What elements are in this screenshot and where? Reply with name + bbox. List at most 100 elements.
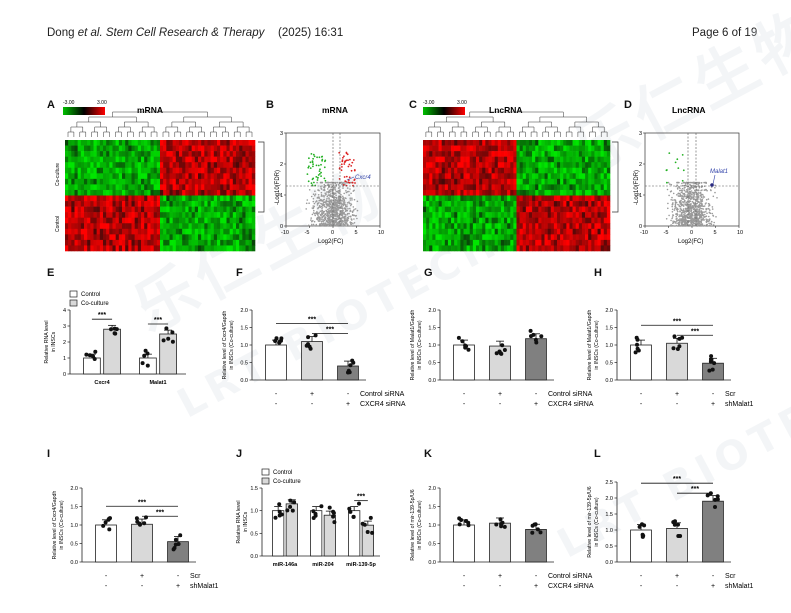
volcano-point — [324, 192, 327, 194]
heatmap-cell — [122, 140, 126, 146]
volcano-point — [696, 189, 698, 192]
heatmap-cell — [182, 206, 186, 213]
heatmap-cell — [553, 184, 558, 191]
condition-sign: + — [711, 401, 715, 408]
heatmap-cell — [172, 184, 177, 191]
heatmap-cell — [93, 201, 97, 207]
heatmap-cell — [535, 173, 539, 180]
heatmap-cell — [528, 151, 533, 157]
data-point — [500, 343, 505, 348]
heatmap-cell — [451, 206, 455, 213]
volcano-point — [679, 214, 681, 216]
heatmap-cell — [525, 145, 530, 152]
volcano-point — [333, 196, 336, 198]
heatmap-cell — [435, 217, 439, 224]
condition-sign: - — [499, 401, 502, 408]
heatmap-cell — [569, 245, 573, 252]
heatmap-cell — [144, 206, 148, 213]
heatmap-cell — [500, 217, 505, 224]
heatmap-cell — [475, 173, 480, 180]
heatmap-cell — [179, 145, 183, 152]
scale-min-label: -3.00 — [63, 100, 75, 106]
heatmap-cell — [606, 151, 611, 157]
heatmap-cell — [507, 189, 511, 196]
heatmap-cell — [160, 217, 164, 224]
heatmap-cell — [77, 201, 82, 207]
heatmap-cell — [441, 201, 446, 207]
x-tick-label: -5 — [305, 230, 310, 236]
heatmap-cell — [239, 234, 243, 241]
data-point — [273, 515, 278, 520]
volcano-point — [714, 191, 716, 194]
heatmap-cell — [491, 184, 495, 191]
heatmap-cell — [591, 178, 595, 185]
heatmap-cell — [125, 201, 129, 207]
heatmap-cell — [441, 145, 446, 152]
volcano-point-down — [315, 164, 318, 167]
heatmap-cell — [541, 162, 545, 169]
heatmap-cell — [538, 140, 542, 146]
heatmap-cell — [220, 151, 224, 157]
heatmap-cells — [423, 140, 611, 252]
heatmap-cell — [188, 162, 192, 169]
heatmap-cell — [185, 167, 189, 174]
y-tick-label: 0.5 — [240, 361, 248, 367]
volcano-point — [330, 214, 332, 216]
heatmap-cell — [569, 184, 573, 191]
volcano-point — [318, 189, 320, 192]
heatmap-cell — [84, 189, 88, 196]
heatmap-cell — [541, 140, 545, 146]
heatmap-cell — [606, 195, 611, 202]
volcano-point — [337, 184, 340, 186]
heatmap-cell — [522, 151, 527, 157]
heatmap-cell — [74, 145, 78, 152]
heatmap-cell — [466, 245, 471, 252]
heatmap-cell — [118, 223, 123, 230]
heatmap-cell — [466, 217, 471, 224]
heatmap-cell — [232, 173, 237, 180]
heatmap-cell — [156, 162, 161, 169]
heatmap-cell — [169, 223, 173, 230]
heatmap-cell — [423, 217, 427, 224]
heatmap-cell — [581, 245, 586, 252]
volcano-point — [322, 189, 325, 191]
volcano-point — [683, 192, 686, 195]
heatmap-cell — [578, 189, 583, 196]
volcano-point — [681, 187, 684, 190]
data-point — [346, 370, 350, 375]
heatmap-cell — [451, 156, 455, 163]
heatmap-cell — [563, 234, 567, 241]
heatmap-cell — [172, 156, 177, 163]
volcano-point — [688, 194, 691, 196]
heatmap-cell — [469, 228, 474, 235]
heatmap-cell — [500, 140, 505, 146]
heatmap-cell — [432, 184, 436, 191]
data-point — [173, 542, 178, 547]
heatmap-cell — [99, 206, 104, 213]
data-point — [348, 509, 353, 514]
heatmap-cell — [65, 162, 69, 169]
volcano-point — [672, 192, 675, 195]
heatmap-cell — [426, 217, 430, 224]
volcano-point-up — [340, 163, 343, 166]
data-point — [170, 330, 175, 335]
heatmap-cell — [423, 234, 427, 241]
heatmap-cell — [99, 184, 104, 191]
heatmap-cell — [137, 234, 142, 241]
heatmap-cell — [588, 145, 592, 152]
volcano-point-down — [317, 164, 320, 167]
heatmap-cell — [488, 234, 492, 241]
volcano-point-down — [311, 184, 314, 187]
heatmap-cell — [560, 212, 564, 218]
heatmap-cell — [510, 151, 514, 157]
volcano-point — [334, 189, 337, 191]
heatmap-cell — [519, 201, 524, 207]
volcano-point-up — [348, 176, 351, 179]
heatmap-cell — [563, 217, 567, 224]
heatmap-cell — [563, 145, 567, 152]
heatmap-cell — [122, 228, 126, 235]
volcano-point — [678, 186, 680, 188]
volcano-point — [328, 191, 331, 193]
heatmap-cell — [103, 228, 107, 235]
